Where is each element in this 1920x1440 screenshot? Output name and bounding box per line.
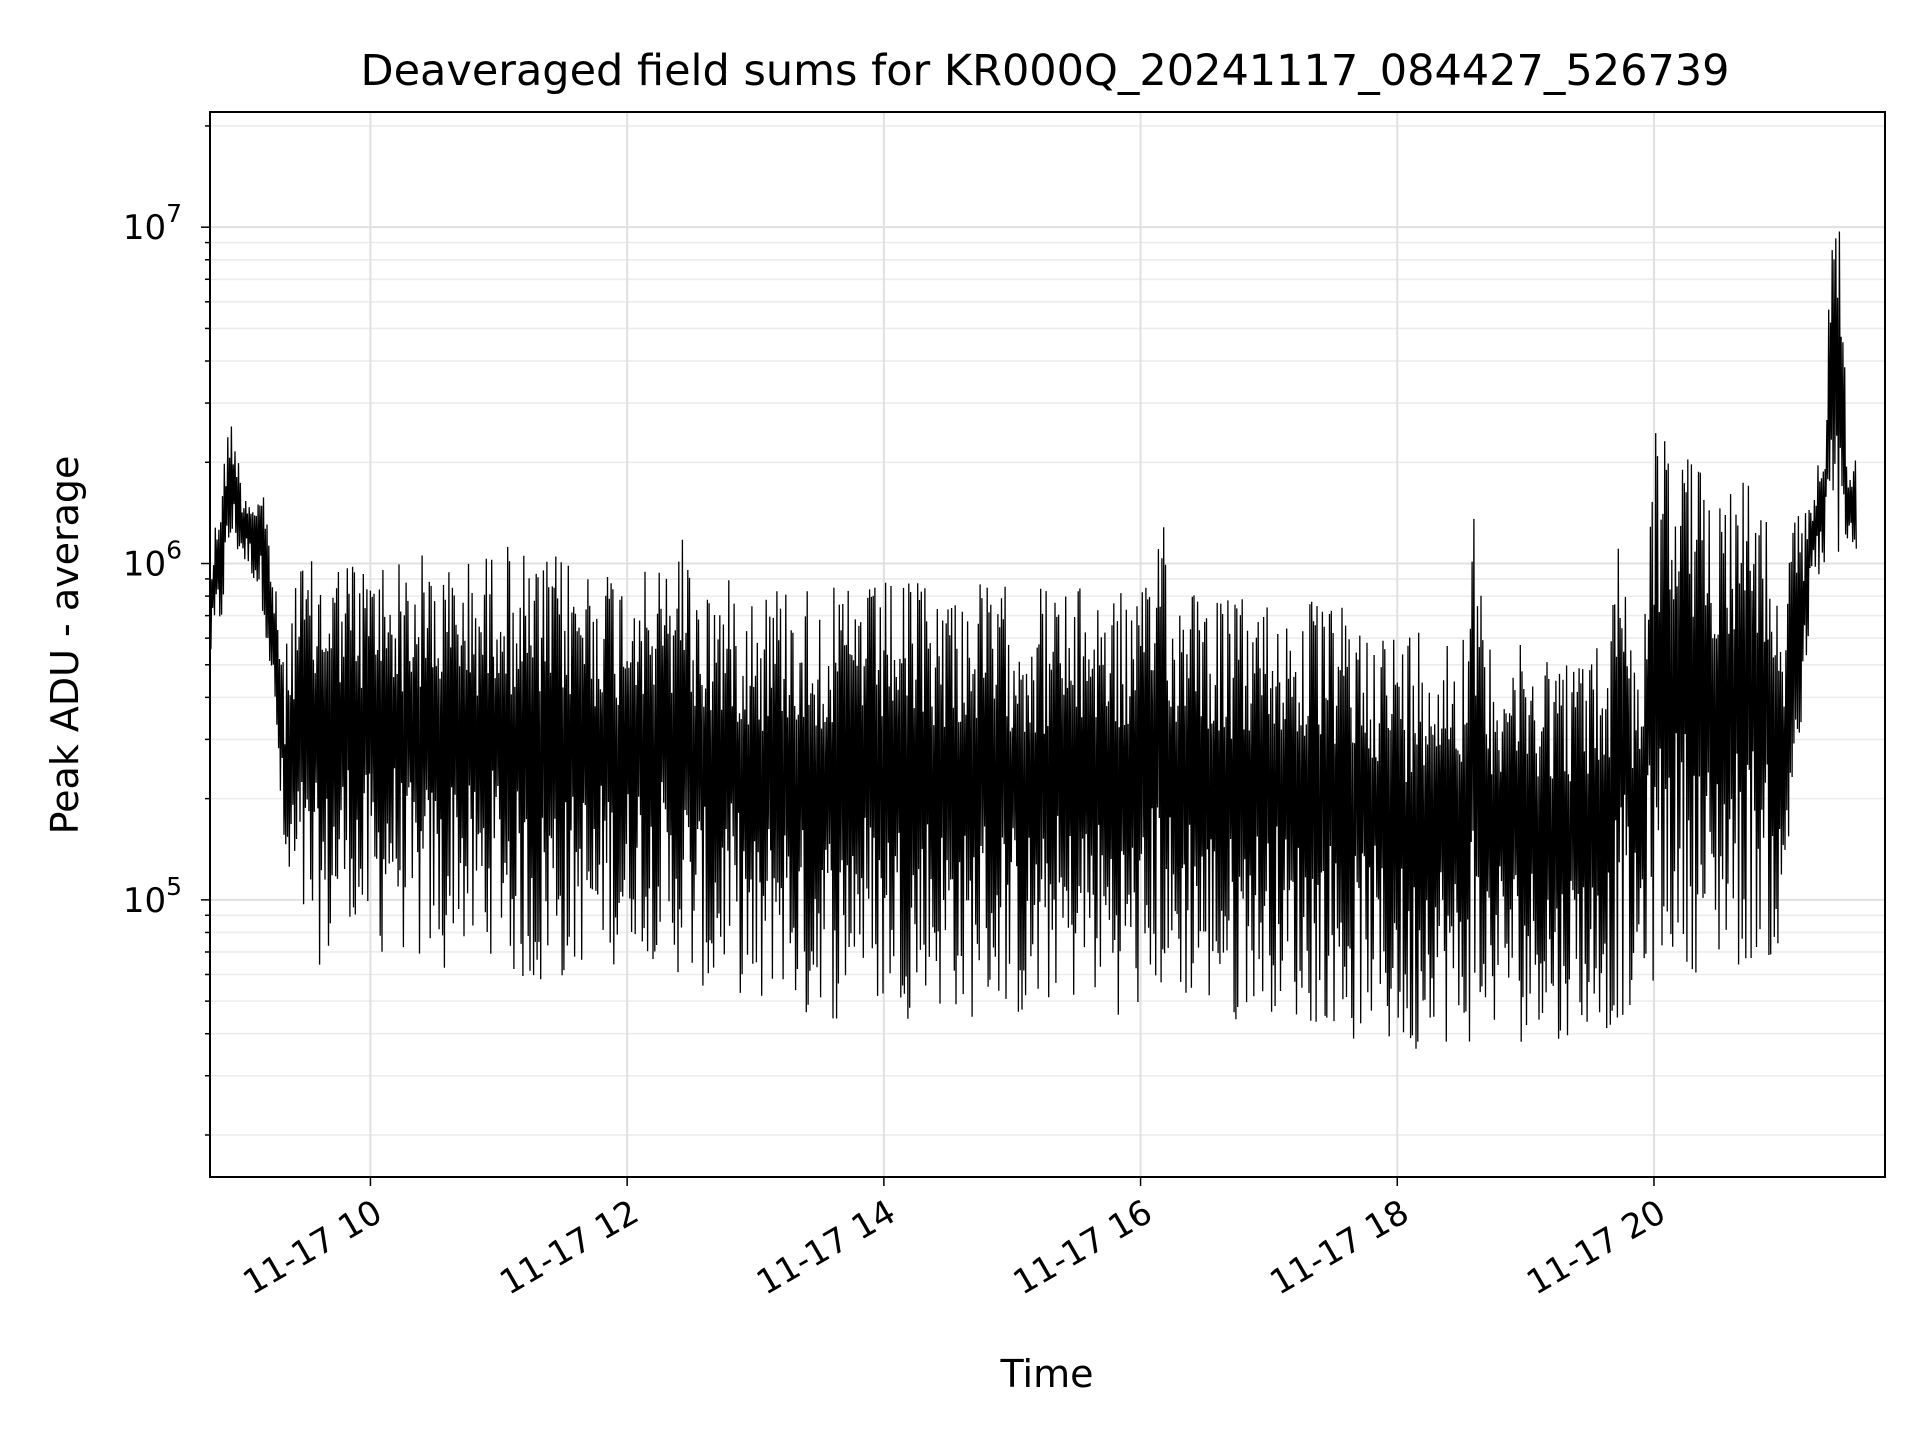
y-tick-base: 10	[123, 545, 166, 585]
y-tick-base: 10	[123, 881, 166, 921]
y-tick-exponent: 7	[166, 199, 182, 228]
x-axis-label: Time	[1000, 1352, 1094, 1396]
y-tick-label: 106	[123, 536, 182, 585]
series-line	[209, 231, 1857, 1049]
y-tick-exponent: 5	[166, 872, 182, 901]
y-tick-base: 10	[123, 208, 166, 248]
y-tick-exponent: 6	[166, 536, 182, 565]
series-layer	[209, 231, 1857, 1049]
y-axis-label: Peak ADU - average	[43, 456, 87, 835]
chart-title: Deaveraged field sums for KR000Q_2024111…	[360, 46, 1729, 96]
plot-frame	[209, 111, 1886, 1178]
y-tick-label: 105	[123, 872, 182, 921]
y-tick-label: 107	[123, 199, 182, 248]
